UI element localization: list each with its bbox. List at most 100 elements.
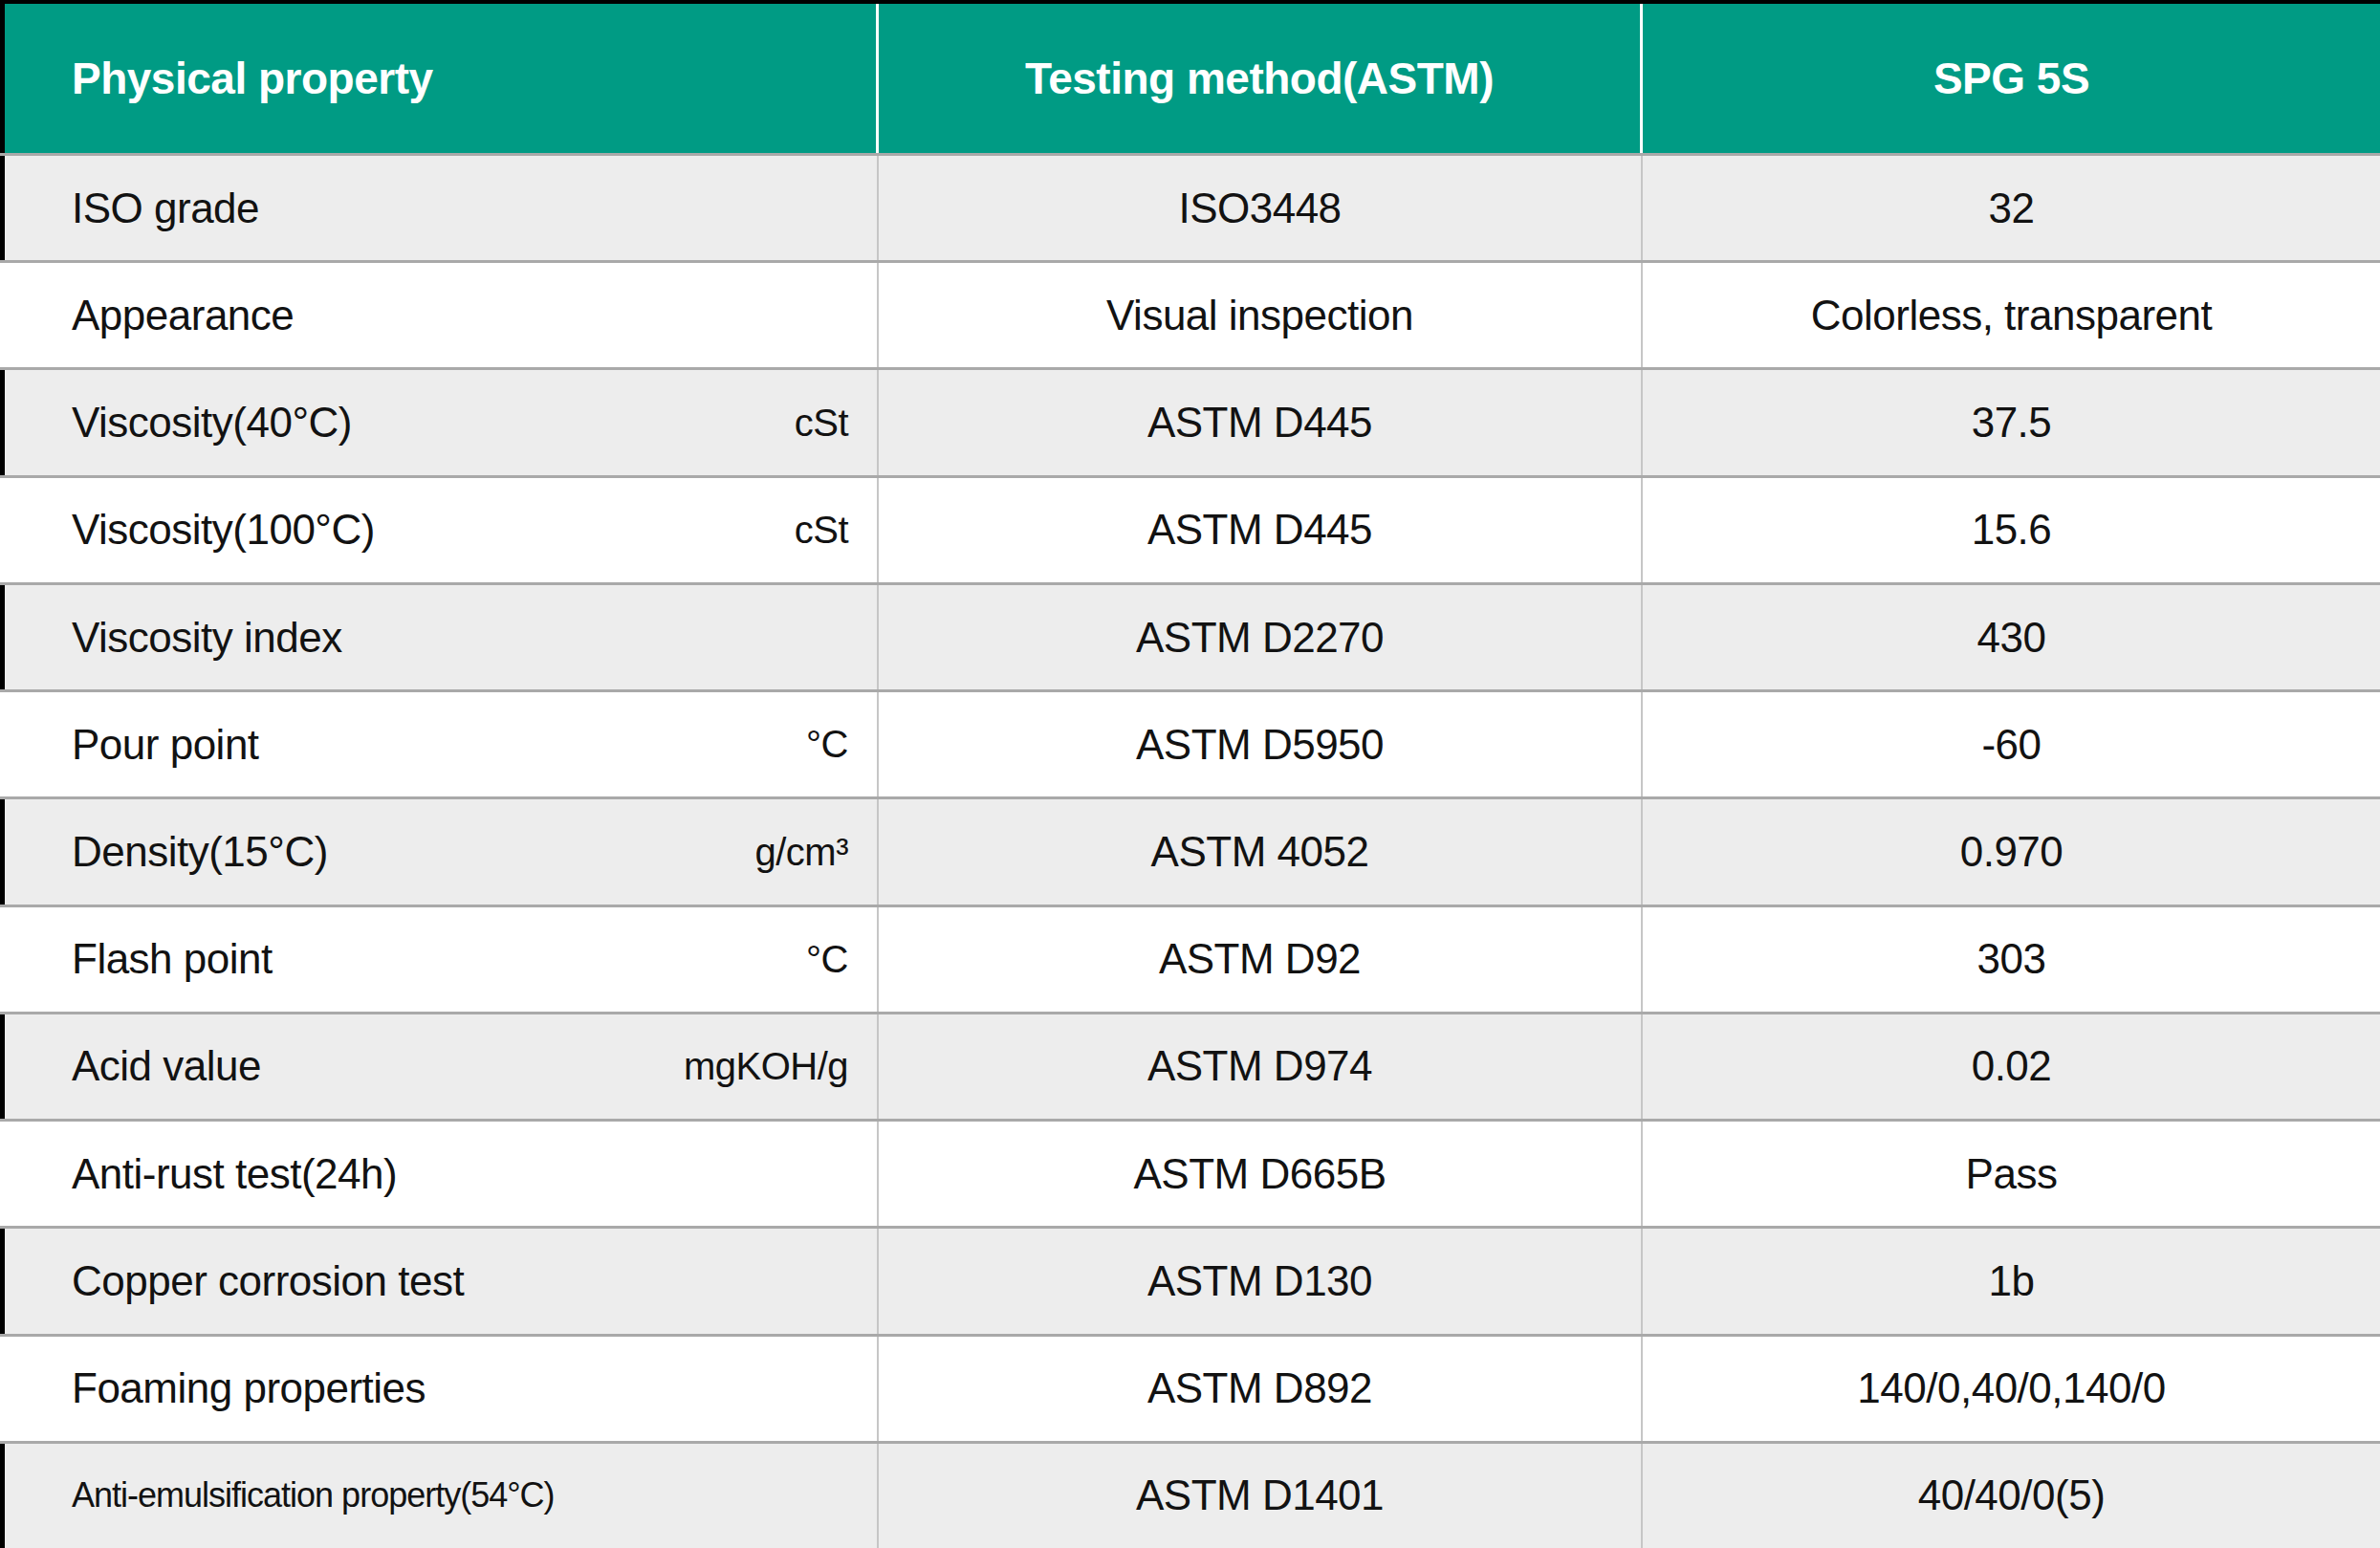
header-spg-5s: SPG 5S (1643, 4, 2380, 153)
table-row: Pour point °C ASTM D5950 -60 (0, 689, 2380, 796)
method-label: ASTM D892 (1147, 1364, 1372, 1412)
method-cell: ASTM D445 (879, 478, 1643, 582)
value-label: 40/40/0(5) (1918, 1472, 2106, 1519)
method-cell: ASTM D92 (879, 907, 1643, 1012)
method-cell: ISO3448 (879, 156, 1643, 260)
method-label: ASTM D1401 (1136, 1472, 1384, 1519)
value-label: -60 (1981, 721, 2041, 769)
value-label: 140/0,40/0,140/0 (1857, 1364, 2165, 1412)
value-label: 37.5 (1972, 399, 2052, 447)
property-cell: Acid value mgKOH/g (0, 1014, 879, 1119)
unit-label: g/cm³ (755, 831, 849, 874)
header-label: Physical property (72, 53, 433, 104)
table-row: Anti-emulsification property(54°C) ASTM … (0, 1441, 2380, 1548)
method-label: ASTM D92 (1159, 935, 1361, 983)
value-label: 15.6 (1972, 506, 2052, 554)
table-row: Flash point °C ASTM D92 303 (0, 905, 2380, 1012)
value-label: 32 (1989, 185, 2035, 232)
method-cell: ASTM 4052 (879, 799, 1643, 904)
unit-label: mgKOH/g (684, 1045, 848, 1088)
method-cell: ASTM D1401 (879, 1444, 1643, 1548)
property-cell: ISO grade (0, 156, 879, 260)
property-label: Anti-rust test(24h) (72, 1150, 397, 1198)
property-cell: Viscosity(40°C) cSt (0, 370, 879, 474)
property-label: Viscosity index (72, 614, 342, 662)
method-cell: ASTM D445 (879, 370, 1643, 474)
property-label: Copper corrosion test (72, 1257, 464, 1305)
table-row: Copper corrosion test ASTM D130 1b (0, 1226, 2380, 1333)
value-cell: 303 (1643, 907, 2380, 1012)
spec-table: Physical property Testing method(ASTM) S… (0, 0, 2380, 1548)
value-cell: 32 (1643, 156, 2380, 260)
value-cell: 37.5 (1643, 370, 2380, 474)
property-label: Pour point (72, 721, 259, 769)
header-physical-property: Physical property (0, 4, 879, 153)
method-cell: ASTM D130 (879, 1229, 1643, 1333)
property-cell: Appearance (0, 263, 879, 367)
method-label: ASTM D974 (1147, 1042, 1372, 1090)
table-row: Appearance Visual inspection Colorless, … (0, 260, 2380, 367)
method-label: Visual inspection (1106, 292, 1413, 339)
table-row: Viscosity(100°C) cSt ASTM D445 15.6 (0, 475, 2380, 582)
value-label: 430 (1977, 614, 2046, 662)
value-cell: -60 (1643, 692, 2380, 796)
property-label: Flash point (72, 935, 273, 983)
method-label: ASTM 4052 (1151, 828, 1369, 876)
value-cell: 430 (1643, 585, 2380, 689)
property-label: Appearance (72, 292, 294, 339)
property-cell: Foaming properties (0, 1337, 879, 1441)
method-label: ASTM D5950 (1136, 721, 1384, 769)
value-label: 0.970 (1960, 828, 2063, 876)
property-cell: Copper corrosion test (0, 1229, 879, 1333)
property-label: Viscosity(40°C) (72, 399, 352, 447)
method-label: ASTM D445 (1147, 399, 1372, 447)
property-label: Density(15°C) (72, 828, 328, 876)
value-cell: 0.970 (1643, 799, 2380, 904)
value-cell: 15.6 (1643, 478, 2380, 582)
value-cell: 1b (1643, 1229, 2380, 1333)
table-row: ISO grade ISO3448 32 (0, 153, 2380, 260)
property-cell: Pour point °C (0, 692, 879, 796)
property-label: Foaming properties (72, 1364, 426, 1412)
method-cell: ASTM D665B (879, 1122, 1643, 1226)
value-label: Pass (1966, 1150, 2058, 1198)
value-cell: Colorless, transparent (1643, 263, 2380, 367)
method-label: ASTM D130 (1147, 1257, 1372, 1305)
table-row: Density(15°C) g/cm³ ASTM 4052 0.970 (0, 796, 2380, 904)
value-cell: 140/0,40/0,140/0 (1643, 1337, 2380, 1441)
unit-label: cSt (795, 402, 848, 445)
property-cell: Density(15°C) g/cm³ (0, 799, 879, 904)
unit-label: °C (806, 938, 848, 981)
value-cell: 40/40/0(5) (1643, 1444, 2380, 1548)
unit-label: cSt (795, 509, 848, 552)
table-row: Viscosity index ASTM D2270 430 (0, 582, 2380, 689)
method-cell: ASTM D974 (879, 1014, 1643, 1119)
value-cell: Pass (1643, 1122, 2380, 1226)
method-label: ISO3448 (1178, 185, 1341, 232)
property-cell: Viscosity index (0, 585, 879, 689)
method-label: ASTM D665B (1134, 1150, 1387, 1198)
value-label: 1b (1989, 1257, 2035, 1305)
table-row: Anti-rust test(24h) ASTM D665B Pass (0, 1119, 2380, 1226)
method-cell: ASTM D5950 (879, 692, 1643, 796)
table-row: Viscosity(40°C) cSt ASTM D445 37.5 (0, 367, 2380, 474)
method-cell: ASTM D2270 (879, 585, 1643, 689)
header-testing-method: Testing method(ASTM) (879, 4, 1643, 153)
table-row: Foaming properties ASTM D892 140/0,40/0,… (0, 1334, 2380, 1441)
property-cell: Anti-rust test(24h) (0, 1122, 879, 1226)
method-cell: Visual inspection (879, 263, 1643, 367)
method-cell: ASTM D892 (879, 1337, 1643, 1441)
table-row: Acid value mgKOH/g ASTM D974 0.02 (0, 1012, 2380, 1119)
table-header-row: Physical property Testing method(ASTM) S… (0, 0, 2380, 153)
property-cell: Flash point °C (0, 907, 879, 1012)
method-label: ASTM D445 (1147, 506, 1372, 554)
property-label: Viscosity(100°C) (72, 506, 375, 554)
property-label: ISO grade (72, 185, 259, 232)
property-cell: Viscosity(100°C) cSt (0, 478, 879, 582)
property-cell: Anti-emulsification property(54°C) (0, 1444, 879, 1548)
value-label: Colorless, transparent (1811, 292, 2212, 339)
unit-label: °C (806, 723, 848, 766)
value-label: 303 (1977, 935, 2046, 983)
value-cell: 0.02 (1643, 1014, 2380, 1119)
method-label: ASTM D2270 (1136, 614, 1384, 662)
